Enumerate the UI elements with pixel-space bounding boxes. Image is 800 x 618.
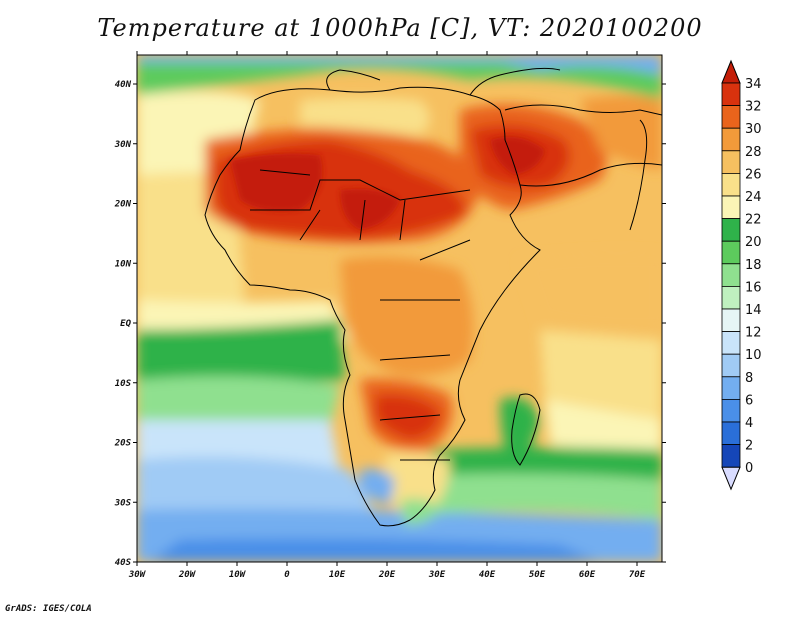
colorbar-box xyxy=(721,150,741,174)
colorbar-box xyxy=(721,421,741,446)
colorbar-box xyxy=(721,444,741,468)
colorbar-box xyxy=(721,285,741,310)
colorbar-label: 16 xyxy=(745,280,762,295)
lat-tick-label: 20N xyxy=(114,200,132,210)
colorbar-label: 18 xyxy=(745,258,762,273)
colorbar-label: 24 xyxy=(745,190,762,205)
temperature-field xyxy=(137,55,662,562)
lon-tick-label: 10W xyxy=(229,570,247,580)
colorbar-box xyxy=(721,127,741,152)
colorbar-label: 0 xyxy=(745,461,753,476)
colorbar-box xyxy=(721,398,741,423)
colorbar-over-triangle xyxy=(721,59,741,84)
colorbar-box xyxy=(721,240,741,265)
colorbar-label: 14 xyxy=(745,303,762,318)
colorbar-label: 12 xyxy=(745,326,762,341)
colorbar-under-triangle xyxy=(721,466,741,491)
colorbar-box xyxy=(721,263,741,287)
credit-label: GrADS: IGES/COLA xyxy=(5,604,92,614)
colorbar-label: 26 xyxy=(745,167,762,182)
colorbar-box xyxy=(721,308,741,333)
lon-tick-label: 20E xyxy=(378,570,396,580)
colorbar-label: 32 xyxy=(745,100,762,115)
coastlines xyxy=(204,67,662,527)
lat-tick-label: 40S xyxy=(115,558,132,568)
lat-tick-label: 20S xyxy=(114,439,132,449)
lon-tick-label: 10E xyxy=(329,570,346,580)
colorbar-label: 8 xyxy=(745,371,753,386)
colorbar-label: 22 xyxy=(745,213,762,228)
lat-tick-label: EQ xyxy=(120,319,131,329)
colorbar-box xyxy=(721,195,741,220)
colorbar-label: 2 xyxy=(745,439,753,454)
latitude-axis: 40N 30N 20N 10N EQ 10S 20S 30S 40S xyxy=(114,80,666,568)
lon-tick-label: 60E xyxy=(579,570,596,580)
colorbar-box xyxy=(721,82,741,107)
lat-tick-label: 40N xyxy=(115,80,132,90)
colorbar-box xyxy=(721,331,741,355)
lon-tick-label: 0 xyxy=(284,570,290,580)
colorbar-label: 34 xyxy=(745,77,762,92)
lon-tick-label: 50E xyxy=(529,570,546,580)
longitude-axis: 30W 20W 10W 0 10E 20E 30E 40E 50E 60E 70E xyxy=(128,51,646,580)
map-frame xyxy=(136,54,663,563)
colorbar-label: 30 xyxy=(745,122,762,137)
lon-tick-label: 20W xyxy=(178,570,197,580)
colorbar-box xyxy=(721,218,741,242)
lat-tick-label: 10S xyxy=(115,379,132,389)
colorbar-label: 20 xyxy=(745,235,762,250)
colorbar-label: 6 xyxy=(745,393,753,408)
colorbar-label: 4 xyxy=(745,416,753,431)
colorbar-box xyxy=(721,376,741,400)
colorbar-label: 28 xyxy=(745,145,762,160)
colorbar-box xyxy=(721,172,741,197)
colorbar-box xyxy=(721,105,741,129)
lon-tick-label: 30E xyxy=(428,570,446,580)
map-title: Temperature at 1000hPa [C], VT: 20201002… xyxy=(97,14,703,42)
lon-tick-label: 70E xyxy=(629,570,646,580)
lon-tick-label: 40E xyxy=(479,570,496,580)
lat-tick-label: 10N xyxy=(115,259,132,269)
colorbar-label: 10 xyxy=(745,348,762,363)
lon-tick-label: 30W xyxy=(128,570,147,580)
lat-tick-label: 30S xyxy=(114,498,132,508)
lat-tick-label: 30N xyxy=(114,140,132,150)
colorbar-box xyxy=(721,353,741,378)
